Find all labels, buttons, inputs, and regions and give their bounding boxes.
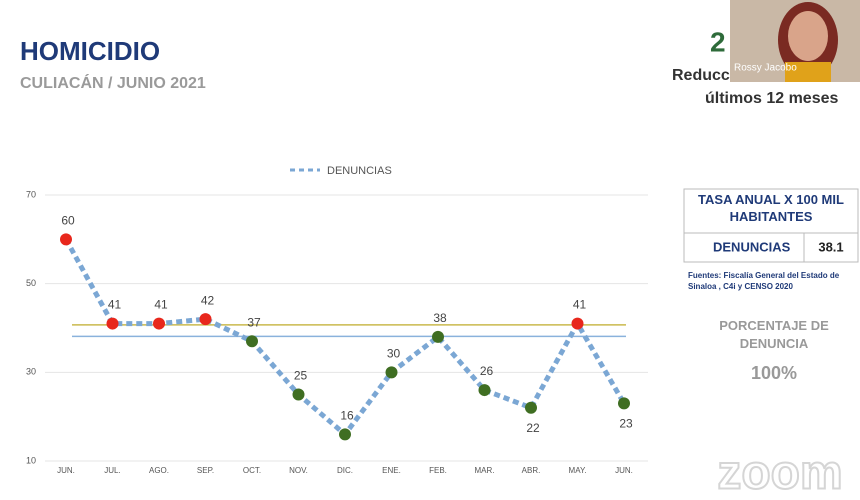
top-text: últimos 12 meses [705,90,839,107]
percent-title: PORCENTAJE DE DENUNCIA [719,318,829,351]
table-title-box: TASA ANUAL X 100 MIL HABITANTES [698,192,844,224]
data-point [385,366,398,379]
data-point [292,388,305,401]
data-point [478,384,491,397]
x-tick-label: AGO. [149,466,169,475]
value-label: 38 [433,311,447,325]
x-tick-label: SEP. [197,466,214,475]
x-tick-label: DIC. [337,466,353,475]
table-row-value: 38.1 [818,239,843,254]
y-tick-label: 10 [26,455,36,465]
table-frame [683,188,859,263]
video-face [788,11,828,61]
data-point [432,330,444,343]
value-label: 42 [201,293,215,307]
data-point [525,401,537,414]
percent-value: 100% [751,363,797,383]
top-number: 2 [710,26,726,57]
value-label: 30 [387,347,401,361]
x-tick-label: JUN. [615,466,633,475]
data-point [246,335,258,348]
subtitle: CULIACÁN / JUNIO 2021 [20,73,206,92]
value-label: 25 [294,369,308,383]
data-point [199,313,212,326]
data-point [618,397,630,410]
video-name: Rossy Jacobo [734,63,797,74]
x-tick-label: JUN. [57,466,75,475]
data-point [60,233,72,246]
sources-box: Fuentes: Fiscalía General del Estado de … [688,271,840,291]
legend-label: DENUNCIAS [327,165,392,177]
video-tile: Rossy Jacobo [730,0,860,82]
data-point [339,428,351,441]
x-tick-label: FEB. [429,466,447,475]
value-label: 37 [247,315,261,329]
x-tick-label: OCT. [243,466,261,475]
value-label: 26 [480,364,494,378]
value-label: 41 [573,298,587,312]
y-tick-label: 70 [26,189,36,199]
zoom-watermark: zoom [717,447,842,500]
sources: Fuentes: Fiscalía General del Estado de … [688,271,840,291]
x-tick-label: NOV. [289,466,308,475]
chart: 10 30 50 70 JUN. JUL. AGO. SEP. OCT. NOV. DIC. ENE.… [26,165,648,475]
y-tick-label: 50 [26,278,36,288]
x-tick-label: MAR. [475,466,495,475]
data-point [153,317,165,330]
x-tick-label: ABR. [522,466,541,475]
value-label: 60 [61,214,75,228]
value-label: 41 [108,298,122,312]
value-label: 41 [154,298,168,312]
value-label: 22 [526,421,540,435]
value-label: 23 [619,417,633,431]
x-tick-label: MAY. [569,466,587,475]
data-point [571,317,584,330]
data-point [106,317,119,330]
percent-title-box: PORCENTAJE DE DENUNCIA [719,318,829,351]
x-tick-label: ENE. [382,466,401,475]
y-tick-label: 30 [26,367,36,377]
title: HOMICIDIO [20,36,160,66]
video-clothes [785,62,831,82]
top-text: Reducc [672,67,730,84]
table-row-label: DENUNCIAS [713,239,791,254]
value-label: 16 [340,409,354,423]
x-tick-label: JUL. [104,466,120,475]
table-title: TASA ANUAL X 100 MIL HABITANTES [698,192,844,224]
